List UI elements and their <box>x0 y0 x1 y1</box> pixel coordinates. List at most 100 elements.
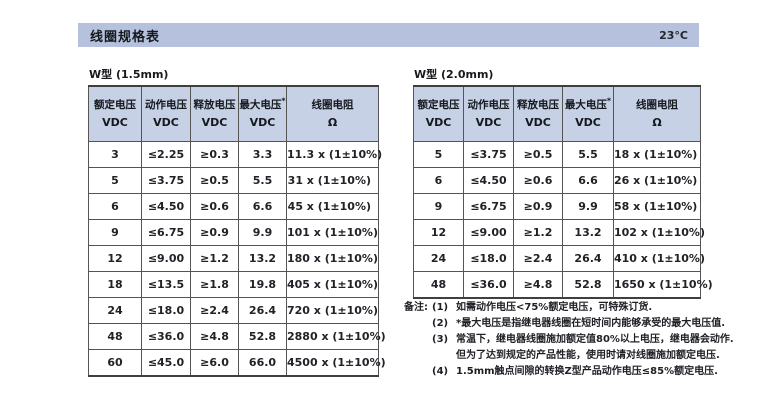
note-line: 但为了达到规定的产品性能，使用时请对线圈施加额定电压. <box>404 348 756 364</box>
header-row: 额定电压 VDC 动作电压 VDC 释放电压 VDC 最大电压* VDC 线圈电阻 Ω <box>88 85 379 142</box>
table-block-w-1-5mm: W型 (1.5mm) 额定电压 VDC 动作电压 VDC 释放电压 VDC 最大电压* VDC… <box>88 66 386 377</box>
table-cell: ≤2.25 <box>141 141 191 168</box>
note-number <box>432 348 456 364</box>
column-header: 动作电压 VDC <box>141 85 191 142</box>
table-cell: ≤18.0 <box>141 297 191 324</box>
table-cell: 1650 x (1±10%) <box>613 271 713 299</box>
table-title: W型 (1.5mm) <box>89 68 169 81</box>
column-header: 额定电压 VDC <box>88 85 142 142</box>
table-cell: 24 <box>413 245 464 272</box>
table-cell: 720 x (1±10%) <box>286 297 379 324</box>
table-cell: 24 <box>88 297 142 324</box>
note-line: (2) *最大电压是指继电器线圈在短时间内能够承受的最大电压值. <box>404 316 756 332</box>
table-row: 3 ≤2.25 ≥0.3 3.3 11.3 x (1±10%) <box>88 141 382 168</box>
table-cell: ≥1.8 <box>190 271 239 298</box>
table-row: 6 ≤4.50 ≥0.6 6.6 26 x (1±10%) <box>413 167 701 194</box>
table-cell: ≥2.4 <box>513 245 563 272</box>
header-row: 额定电压 VDC 动作电压 VDC 释放电压 VDC 最大电压* VDC 线圈电阻 Ω <box>413 85 701 142</box>
table-cell: 26.4 <box>238 297 287 324</box>
table-cell: 180 x (1±10%) <box>286 245 379 272</box>
section-title-bar: 线圈规格表 23°C <box>78 23 699 47</box>
table-row: 9 ≤6.75 ≥0.9 9.9 101 x (1±10%) <box>88 219 379 246</box>
table-cell: 48 <box>413 271 464 299</box>
note-number: (4) <box>432 366 449 377</box>
table-row: 48 ≤36.0 ≥4.8 52.8 2880 x (1±10%) <box>88 323 386 350</box>
table-cell: ≤36.0 <box>463 271 514 299</box>
note-number: (3) <box>432 334 449 345</box>
table-cell: ≤9.00 <box>463 219 514 246</box>
table-cell: ≤9.00 <box>141 245 191 272</box>
table-row: 5 ≤3.75 ≥0.5 5.5 31 x (1±10%) <box>88 167 379 194</box>
notes-label <box>404 348 432 364</box>
table-cell: ≥1.2 <box>190 245 239 272</box>
note-line: (3) 常温下，继电器线圈施加额定值80%以上电压，继电器会动作. <box>404 332 756 348</box>
table-row: 12 ≤9.00 ≥1.2 13.2 102 x (1±10%) <box>413 219 705 246</box>
table-cell: ≤36.0 <box>141 323 191 350</box>
table-cell: ≤6.75 <box>463 193 514 220</box>
notes-label: 备注: <box>404 302 428 313</box>
table-cell: 6.6 <box>238 193 287 220</box>
table-cell: ≥0.9 <box>513 193 563 220</box>
table-cell: 3 <box>88 141 142 168</box>
table-cell: ≤3.75 <box>463 141 514 168</box>
table-cell: 18 <box>88 271 142 298</box>
table-cell: 18 x (1±10%) <box>613 141 701 168</box>
table-cell: ≥6.0 <box>190 349 239 377</box>
table-cell: 13.2 <box>238 245 287 272</box>
note-text: *最大电压是指继电器线圈在短时间内能够承受的最大电压值. <box>456 318 726 329</box>
table-cell: ≥0.5 <box>513 141 563 168</box>
note-text: 常温下，继电器线圈施加额定值80%以上电压，继电器会动作. <box>456 334 734 345</box>
table-row: 5 ≤3.75 ≥0.5 5.5 18 x (1±10%) <box>413 141 701 168</box>
table-cell: ≥2.4 <box>190 297 239 324</box>
table-cell: 60 <box>88 349 142 377</box>
note-number: (2) <box>432 318 449 329</box>
column-header: 释放电压 VDC <box>190 85 239 142</box>
column-header: 额定电压 VDC <box>413 85 464 142</box>
table-cell: ≥0.6 <box>513 167 563 194</box>
column-header: 线圈电阻 Ω <box>286 85 379 142</box>
table-cell: ≥0.3 <box>190 141 239 168</box>
table-row: 24 ≤18.0 ≥2.4 26.4 720 x (1±10%) <box>88 297 379 324</box>
table-cell: 6.6 <box>562 167 614 194</box>
spec-table-w-2-0mm: 额定电压 VDC 动作电压 VDC 释放电压 VDC 最大电压* VDC 线圈电阻 Ω 5 ≤3.75… <box>413 85 713 299</box>
table-cell: ≤6.75 <box>141 219 191 246</box>
note-number: (1) <box>432 302 449 313</box>
table-row: 18 ≤13.5 ≥1.8 19.8 405 x (1±10%) <box>88 271 379 298</box>
table-cell: 12 <box>88 245 142 272</box>
table-block-w-2-0mm: W型 (2.0mm) 额定电压 VDC 动作电压 VDC 释放电压 VDC 最大电压* VDC… <box>413 66 713 299</box>
table-cell: 26 x (1±10%) <box>613 167 701 194</box>
table-cell: 5 <box>413 141 464 168</box>
spec-table-w-1-5mm: 额定电压 VDC 动作电压 VDC 释放电压 VDC 最大电压* VDC 线圈电阻 Ω 3 ≤2.25… <box>88 85 386 377</box>
table-cell: 66.0 <box>238 349 287 377</box>
table-cell: 101 x (1±10%) <box>286 219 379 246</box>
table-cell: 11.3 x (1±10%) <box>286 141 382 168</box>
table-cell: 6 <box>88 193 142 220</box>
column-header: 最大电压* VDC <box>562 85 614 142</box>
table-cell: 405 x (1±10%) <box>286 271 379 298</box>
table-row: 12 ≤9.00 ≥1.2 13.2 180 x (1±10%) <box>88 245 379 272</box>
table-cell: 58 x (1±10%) <box>613 193 701 220</box>
table-cell: ≤18.0 <box>463 245 514 272</box>
note-text: 但为了达到规定的产品性能，使用时请对线圈施加额定电压. <box>456 350 720 361</box>
table-cell: 19.8 <box>238 271 287 298</box>
table-cell: 45 x (1±10%) <box>286 193 379 220</box>
table-cell: 9.9 <box>238 219 287 246</box>
table-cell: 4500 x (1±10%) <box>286 349 386 377</box>
table-cell: 2880 x (1±10%) <box>286 323 386 350</box>
table-cell: 9 <box>413 193 464 220</box>
column-header: 最大电压* VDC <box>238 85 287 142</box>
temperature-label: 23°C <box>659 28 688 42</box>
table-row: 48 ≤36.0 ≥4.8 52.8 1650 x (1±10%) <box>413 271 713 299</box>
column-header: 释放电压 VDC <box>513 85 563 142</box>
table-cell: 52.8 <box>238 323 287 350</box>
footnotes: 备注: (1) 如需动作电压<75%额定电压，可特殊订货. (2) *最大电压是指继电器… <box>404 300 756 380</box>
table-cell: 410 x (1±10%) <box>613 245 705 272</box>
table-cell: 5.5 <box>562 141 614 168</box>
table-cell: 48 <box>88 323 142 350</box>
table-cell: 9.9 <box>562 193 614 220</box>
notes-label <box>404 332 432 348</box>
table-cell: ≥0.6 <box>190 193 239 220</box>
note-line: (4) 1.5mm触点间隙的转换Z型产品动作电压≤85%额定电压. <box>404 364 756 380</box>
table-cell: ≥4.8 <box>190 323 239 350</box>
table-cell: 31 x (1±10%) <box>286 167 379 194</box>
